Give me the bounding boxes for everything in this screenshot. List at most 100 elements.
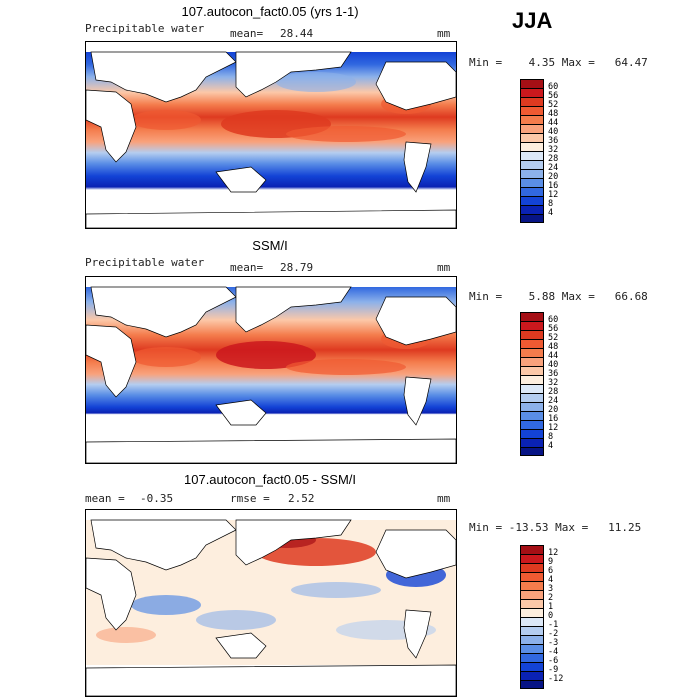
panel1-colorbar-swatch xyxy=(520,205,544,214)
panel2-level-label: 8 xyxy=(548,432,554,442)
panel2-colorbar-swatch xyxy=(520,312,544,321)
panel2-map xyxy=(85,276,457,464)
panel2-colorbar-swatch xyxy=(520,447,544,456)
panel1-level-label: 44 xyxy=(548,118,559,128)
panel2-mean-value: 28.79 xyxy=(280,261,314,274)
panel1-level-label: 48 xyxy=(548,109,559,119)
panel2-level-label: 40 xyxy=(548,360,559,370)
panel1-mean-value: 28.44 xyxy=(280,27,314,40)
panel3-level-label: -9 xyxy=(548,665,559,675)
panel2-colorbar-swatch xyxy=(520,393,544,402)
panel3-level-label: 4 xyxy=(548,575,554,585)
panel3-level-label: -6 xyxy=(548,656,559,666)
panel1-colorbar-labels: 60 56 52 48 44 40 36 32 28 24 20 16 12 8… xyxy=(548,83,558,218)
panel3-level-label: 6 xyxy=(548,566,554,576)
panel1-level-label: 12 xyxy=(548,190,559,200)
panel1-level-label: 56 xyxy=(548,91,559,101)
panel2-colorbar-swatch xyxy=(520,384,544,393)
panel3-colorbar-swatch xyxy=(520,635,544,644)
panel2-level-label: 20 xyxy=(548,405,559,415)
panel3-colorbar-swatch xyxy=(520,563,544,572)
panel2-level-label: 48 xyxy=(548,342,559,352)
panel3-colorbar-swatch xyxy=(520,653,544,662)
panel1-colorbar-swatch xyxy=(520,160,544,169)
panel2-map-graphic xyxy=(86,286,456,463)
panel3-colorbar-swatch xyxy=(520,608,544,617)
panel2-level-label: 36 xyxy=(548,369,559,379)
panel3-colorbar xyxy=(520,545,544,689)
panel3-map-graphic xyxy=(86,510,456,696)
panel3-rmse-value: 2.52 xyxy=(288,492,315,505)
panel3-level-label: -4 xyxy=(548,647,559,657)
panel1-level-label: 32 xyxy=(548,145,559,155)
panel1-colorbar-swatch xyxy=(520,106,544,115)
panel3-minmax: Min = -13.53 Max = 11.25 xyxy=(469,521,642,534)
panel1-level-label: 40 xyxy=(548,127,559,137)
panel3-mean-value: -0.35 xyxy=(140,492,174,505)
panel3-level-label: 0 xyxy=(548,611,554,621)
panel1-map xyxy=(85,41,457,229)
panel2-colorbar-swatch xyxy=(520,357,544,366)
panel3-level-label: 1 xyxy=(548,602,554,612)
panel3-units: mm xyxy=(437,492,451,505)
panel2-level-label: 24 xyxy=(548,396,559,406)
panel1-level-label: 20 xyxy=(548,172,559,182)
panel1-colorbar-swatch xyxy=(520,115,544,124)
panel3-level-label: 2 xyxy=(548,593,554,603)
panel1-level-label: 60 xyxy=(548,82,559,92)
panel2-colorbar-swatch xyxy=(520,420,544,429)
panel3-colorbar-swatch xyxy=(520,599,544,608)
panel2-colorbar-swatch xyxy=(520,402,544,411)
panel1-colorbar-swatch xyxy=(520,88,544,97)
panel1-colorbar-swatch xyxy=(520,187,544,196)
panel2-level-label: 4 xyxy=(548,441,554,451)
panel3-level-label: -3 xyxy=(548,638,559,648)
season-label: JJA xyxy=(512,8,553,33)
panel3-colorbar-swatch xyxy=(520,545,544,554)
panel1-level-label: 8 xyxy=(548,199,554,209)
panel1-mean-label: mean= xyxy=(230,27,264,40)
panel2-level-label: 52 xyxy=(548,333,559,343)
panel3-colorbar-swatch xyxy=(520,617,544,626)
panel3-colorbar-swatch xyxy=(520,581,544,590)
panel3-level-label: -1 xyxy=(548,620,559,630)
panel2-colorbar-swatch xyxy=(520,429,544,438)
panel1-colorbar-swatch xyxy=(520,169,544,178)
panel3-colorbar-swatch xyxy=(520,626,544,635)
panel1-colorbar-swatch xyxy=(520,214,544,223)
panel2-mean-label: mean= xyxy=(230,261,264,274)
panel1-colorbar-swatch xyxy=(520,178,544,187)
panel1-colorbar xyxy=(520,79,544,223)
panel1-level-label: 52 xyxy=(548,100,559,110)
panel3-colorbar-swatch xyxy=(520,572,544,581)
panel2-colorbar-swatch xyxy=(520,411,544,420)
panel1-colorbar-swatch xyxy=(520,151,544,160)
panel1-colorbar-swatch xyxy=(520,142,544,151)
panel1-variable: Precipitable water xyxy=(85,22,205,35)
panel2-colorbar-labels: 60 56 52 48 44 40 36 32 28 24 20 16 12 8… xyxy=(548,316,558,451)
panel2-colorbar-swatch xyxy=(520,330,544,339)
panel2-level-label: 12 xyxy=(548,423,559,433)
panel2-colorbar-swatch xyxy=(520,348,544,357)
panel1-level-label: 36 xyxy=(548,136,559,146)
panel3-level-label: 9 xyxy=(548,557,554,567)
panel3-colorbar-swatch xyxy=(520,680,544,689)
panel2-variable: Precipitable water xyxy=(85,256,205,269)
panel3-title: 107.autocon_fact0.05 - SSM/I xyxy=(184,472,356,487)
panel3-colorbar-swatch xyxy=(520,662,544,671)
panel2-level-label: 28 xyxy=(548,387,559,397)
panel2-colorbar-swatch xyxy=(520,339,544,348)
panel1-colorbar-swatch xyxy=(520,196,544,205)
panel1-level-label: 24 xyxy=(548,163,559,173)
panel1-minmax: Min = 4.35 Max = 64.47 xyxy=(469,56,648,69)
panel2-title: SSM/I xyxy=(252,238,288,253)
panel3-map xyxy=(85,509,457,697)
panel2-level-label: 60 xyxy=(548,315,559,325)
panel2-level-label: 56 xyxy=(548,324,559,334)
panel1-map-graphic xyxy=(86,51,456,228)
panel3-level-label: 3 xyxy=(548,584,554,594)
panel3-colorbar-swatch xyxy=(520,671,544,680)
panel3-mean-label: mean = xyxy=(85,492,125,505)
panel3-colorbar-swatch xyxy=(520,590,544,599)
panel3-level-label: -2 xyxy=(548,629,559,639)
